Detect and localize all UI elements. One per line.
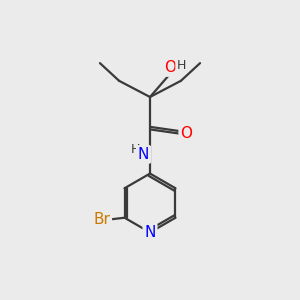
Text: N: N [144, 225, 156, 240]
Text: O: O [164, 60, 176, 75]
Text: Br: Br [93, 212, 110, 227]
Text: O: O [180, 126, 192, 141]
Text: H: H [130, 143, 140, 157]
Text: N: N [138, 147, 149, 162]
Text: H: H [177, 59, 186, 72]
